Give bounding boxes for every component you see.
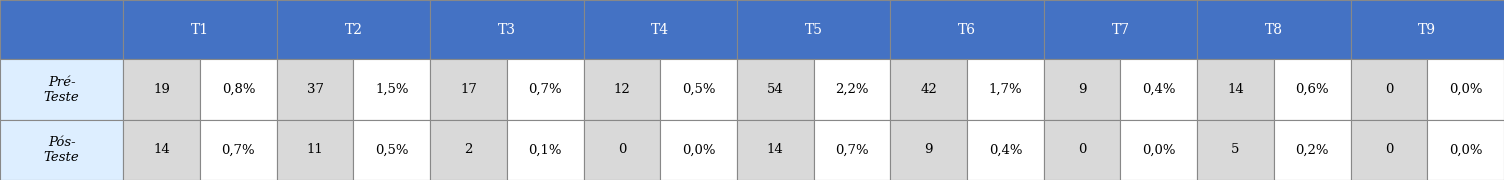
Bar (1274, 59, 1351, 120)
Bar (353, 59, 430, 120)
Text: 9: 9 (1078, 83, 1086, 96)
Text: 54: 54 (767, 83, 784, 96)
Text: 0,2%: 0,2% (1295, 143, 1330, 156)
Text: 0: 0 (1385, 143, 1393, 156)
Text: Pré-
Teste: Pré- Teste (44, 76, 80, 103)
Text: 0,0%: 0,0% (681, 143, 716, 156)
Text: 5: 5 (1232, 143, 1239, 156)
Text: Pós-
Teste: Pós- Teste (44, 136, 80, 164)
Bar (1274, 120, 1351, 180)
Bar (1044, 120, 1120, 180)
Bar (1351, 59, 1427, 120)
Text: 0,0%: 0,0% (1142, 143, 1176, 156)
Text: T7: T7 (1111, 23, 1130, 37)
Text: 0,4%: 0,4% (1142, 83, 1176, 96)
Bar (1197, 120, 1274, 180)
Text: 42: 42 (920, 83, 937, 96)
Bar (890, 0, 1044, 59)
Bar (584, 59, 660, 120)
Bar (1197, 0, 1351, 59)
Bar (584, 120, 660, 180)
Text: 19: 19 (153, 83, 170, 96)
Bar (507, 120, 584, 180)
Text: 11: 11 (307, 143, 323, 156)
Bar (814, 120, 890, 180)
Text: T3: T3 (498, 23, 516, 37)
Bar (737, 59, 814, 120)
Text: 0,4%: 0,4% (988, 143, 1023, 156)
Bar (430, 0, 584, 59)
Bar (737, 120, 814, 180)
Text: 14: 14 (1227, 83, 1244, 96)
Bar (1044, 0, 1197, 59)
Text: 0: 0 (1385, 83, 1393, 96)
Text: 1,5%: 1,5% (374, 83, 409, 96)
Bar (0, 59, 123, 120)
Text: 0: 0 (1078, 143, 1086, 156)
Text: 0,7%: 0,7% (528, 83, 562, 96)
Text: 17: 17 (460, 83, 477, 96)
Text: 14: 14 (767, 143, 784, 156)
Bar (1197, 59, 1274, 120)
Bar (890, 120, 967, 180)
Bar (1427, 59, 1504, 120)
Text: 2: 2 (465, 143, 472, 156)
Text: T9: T9 (1418, 23, 1436, 37)
Bar (353, 120, 430, 180)
Text: 37: 37 (307, 83, 323, 96)
Bar (584, 0, 737, 59)
Bar (200, 120, 277, 180)
Bar (277, 120, 353, 180)
Text: 0,6%: 0,6% (1295, 83, 1330, 96)
Text: 0: 0 (618, 143, 626, 156)
Text: 0,7%: 0,7% (221, 143, 256, 156)
Bar (814, 59, 890, 120)
Bar (123, 0, 277, 59)
Bar (430, 120, 507, 180)
Text: 0,7%: 0,7% (835, 143, 869, 156)
Text: 9: 9 (925, 143, 932, 156)
Text: 0,5%: 0,5% (374, 143, 409, 156)
Bar (277, 0, 430, 59)
Bar (277, 59, 353, 120)
Text: 14: 14 (153, 143, 170, 156)
Bar (200, 59, 277, 120)
Bar (1351, 120, 1427, 180)
Text: T1: T1 (191, 23, 209, 37)
Bar (890, 59, 967, 120)
Text: T4: T4 (651, 23, 669, 37)
Bar (1120, 59, 1197, 120)
Bar (430, 59, 507, 120)
Text: 0,8%: 0,8% (221, 83, 256, 96)
Bar (0, 0, 123, 59)
Bar (1120, 120, 1197, 180)
Text: 0,5%: 0,5% (681, 83, 716, 96)
Bar (737, 0, 890, 59)
Text: T6: T6 (958, 23, 976, 37)
Bar (967, 59, 1044, 120)
Bar (0, 120, 123, 180)
Text: 0,1%: 0,1% (528, 143, 562, 156)
Bar (1351, 0, 1504, 59)
Text: T5: T5 (805, 23, 823, 37)
Text: 0,0%: 0,0% (1448, 143, 1483, 156)
Text: 0,0%: 0,0% (1448, 83, 1483, 96)
Text: 12: 12 (614, 83, 630, 96)
Text: T2: T2 (344, 23, 362, 37)
Bar (660, 59, 737, 120)
Text: 2,2%: 2,2% (835, 83, 869, 96)
Bar (1044, 59, 1120, 120)
Text: 1,7%: 1,7% (988, 83, 1023, 96)
Text: T8: T8 (1265, 23, 1283, 37)
Bar (660, 120, 737, 180)
Bar (967, 120, 1044, 180)
Bar (1427, 120, 1504, 180)
Bar (507, 59, 584, 120)
Bar (123, 120, 200, 180)
Bar (123, 59, 200, 120)
